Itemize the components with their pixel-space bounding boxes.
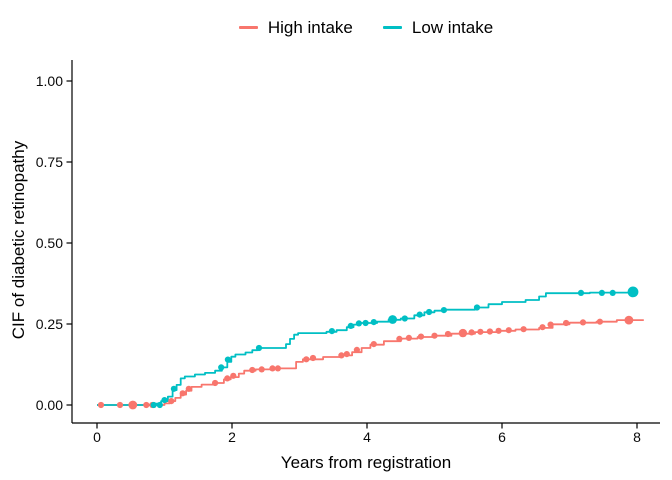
data-point-marker xyxy=(416,311,423,318)
data-point-marker xyxy=(370,341,377,348)
data-point-marker xyxy=(353,346,360,353)
legend-item-high-intake: High intake xyxy=(238,17,353,37)
data-point-marker xyxy=(269,365,276,372)
data-point-marker xyxy=(156,401,163,409)
data-point-marker xyxy=(426,308,433,316)
data-point-marker xyxy=(609,289,616,296)
x-tick-label: 8 xyxy=(633,429,641,445)
data-point-marker xyxy=(179,390,186,397)
legend: High intake Low intake xyxy=(72,13,660,41)
data-point-marker xyxy=(143,401,150,409)
data-point-marker xyxy=(458,328,468,338)
legend-key-line-icon xyxy=(238,25,258,29)
data-point-marker xyxy=(303,356,310,363)
data-point-marker xyxy=(97,401,105,409)
data-point-marker xyxy=(212,379,219,387)
data-point-marker xyxy=(396,335,403,342)
data-point-marker xyxy=(505,327,512,334)
data-point-marker xyxy=(547,321,554,328)
data-point-marker xyxy=(473,304,481,311)
data-point-marker xyxy=(258,366,265,373)
y-tick-label: 0.75 xyxy=(36,154,63,170)
data-point-marker xyxy=(328,328,335,335)
data-point-marker xyxy=(309,354,317,362)
data-point-marker xyxy=(338,352,345,359)
data-point-marker xyxy=(224,356,231,363)
data-point-marker xyxy=(355,320,362,327)
data-point-marker xyxy=(370,319,377,326)
data-point-marker xyxy=(255,344,263,352)
data-point-marker xyxy=(218,364,225,371)
data-point-marker xyxy=(116,401,124,409)
x-tick-label: 0 xyxy=(93,429,101,445)
data-point-marker xyxy=(128,400,138,410)
data-point-marker xyxy=(405,334,412,341)
data-point-marker xyxy=(224,375,231,382)
data-point-marker xyxy=(431,332,438,339)
data-point-marker xyxy=(401,315,408,322)
data-point-marker xyxy=(343,351,350,358)
data-point-marker xyxy=(440,307,447,314)
data-point-marker xyxy=(170,385,177,392)
legend-item-low-intake: Low intake xyxy=(382,17,494,37)
y-tick-label: 0.25 xyxy=(36,316,63,332)
data-point-marker xyxy=(520,326,527,333)
legend-key-line-icon xyxy=(382,25,402,29)
data-point-marker xyxy=(539,324,546,331)
legend-label: Low intake xyxy=(411,17,494,37)
data-point-marker xyxy=(624,315,634,325)
data-point-marker xyxy=(596,318,604,325)
data-point-marker xyxy=(563,319,570,327)
data-point-marker xyxy=(362,319,369,327)
data-point-marker xyxy=(486,328,493,335)
y-tick-label: 1.00 xyxy=(36,73,63,89)
x-tick-label: 6 xyxy=(498,429,506,445)
data-point-marker xyxy=(161,397,168,404)
data-point-marker xyxy=(627,286,639,298)
x-tick-label: 4 xyxy=(363,429,371,445)
legend-label: High intake xyxy=(267,17,353,37)
data-point-marker xyxy=(388,315,397,324)
data-point-marker xyxy=(185,385,192,392)
data-point-marker xyxy=(417,333,425,340)
data-point-marker xyxy=(495,327,502,334)
data-point-marker xyxy=(444,330,452,338)
y-tick-label: 0.00 xyxy=(36,397,63,413)
x-axis-title: Years from registration xyxy=(280,453,452,472)
data-point-marker xyxy=(150,401,157,409)
data-point-marker xyxy=(579,319,587,326)
data-point-marker xyxy=(577,289,585,296)
data-point-marker xyxy=(168,398,175,405)
y-tick-label: 0.50 xyxy=(36,235,63,251)
data-point-marker xyxy=(468,329,475,336)
series-line-high-intake xyxy=(97,319,644,406)
data-point-marker xyxy=(477,328,484,335)
x-tick-label: 2 xyxy=(228,429,236,445)
data-point-marker xyxy=(598,289,606,296)
data-point-marker xyxy=(249,366,256,374)
data-point-marker xyxy=(274,365,281,372)
data-point-marker xyxy=(230,372,237,379)
data-point-marker xyxy=(347,322,354,329)
